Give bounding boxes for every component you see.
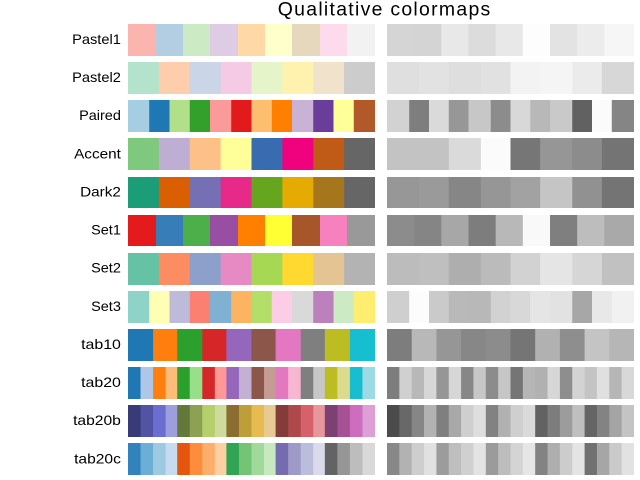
svg-text:tab20c: tab20c [74, 450, 121, 466]
svg-text:Accent: Accent [74, 145, 121, 161]
svg-text:Paired: Paired [79, 107, 121, 123]
svg-text:Qualitative colormaps: Qualitative colormaps [278, 0, 491, 20]
svg-text:tab20b: tab20b [73, 412, 121, 428]
svg-text:Pastel1: Pastel1 [72, 31, 121, 47]
svg-text:tab10: tab10 [81, 336, 121, 352]
svg-text:Dark2: Dark2 [80, 183, 121, 199]
svg-text:Pastel2: Pastel2 [72, 69, 121, 85]
svg-text:tab20: tab20 [81, 374, 121, 390]
svg-text:Set2: Set2 [91, 260, 121, 276]
svg-text:Set3: Set3 [91, 298, 121, 314]
svg-text:Set1: Set1 [91, 222, 121, 238]
